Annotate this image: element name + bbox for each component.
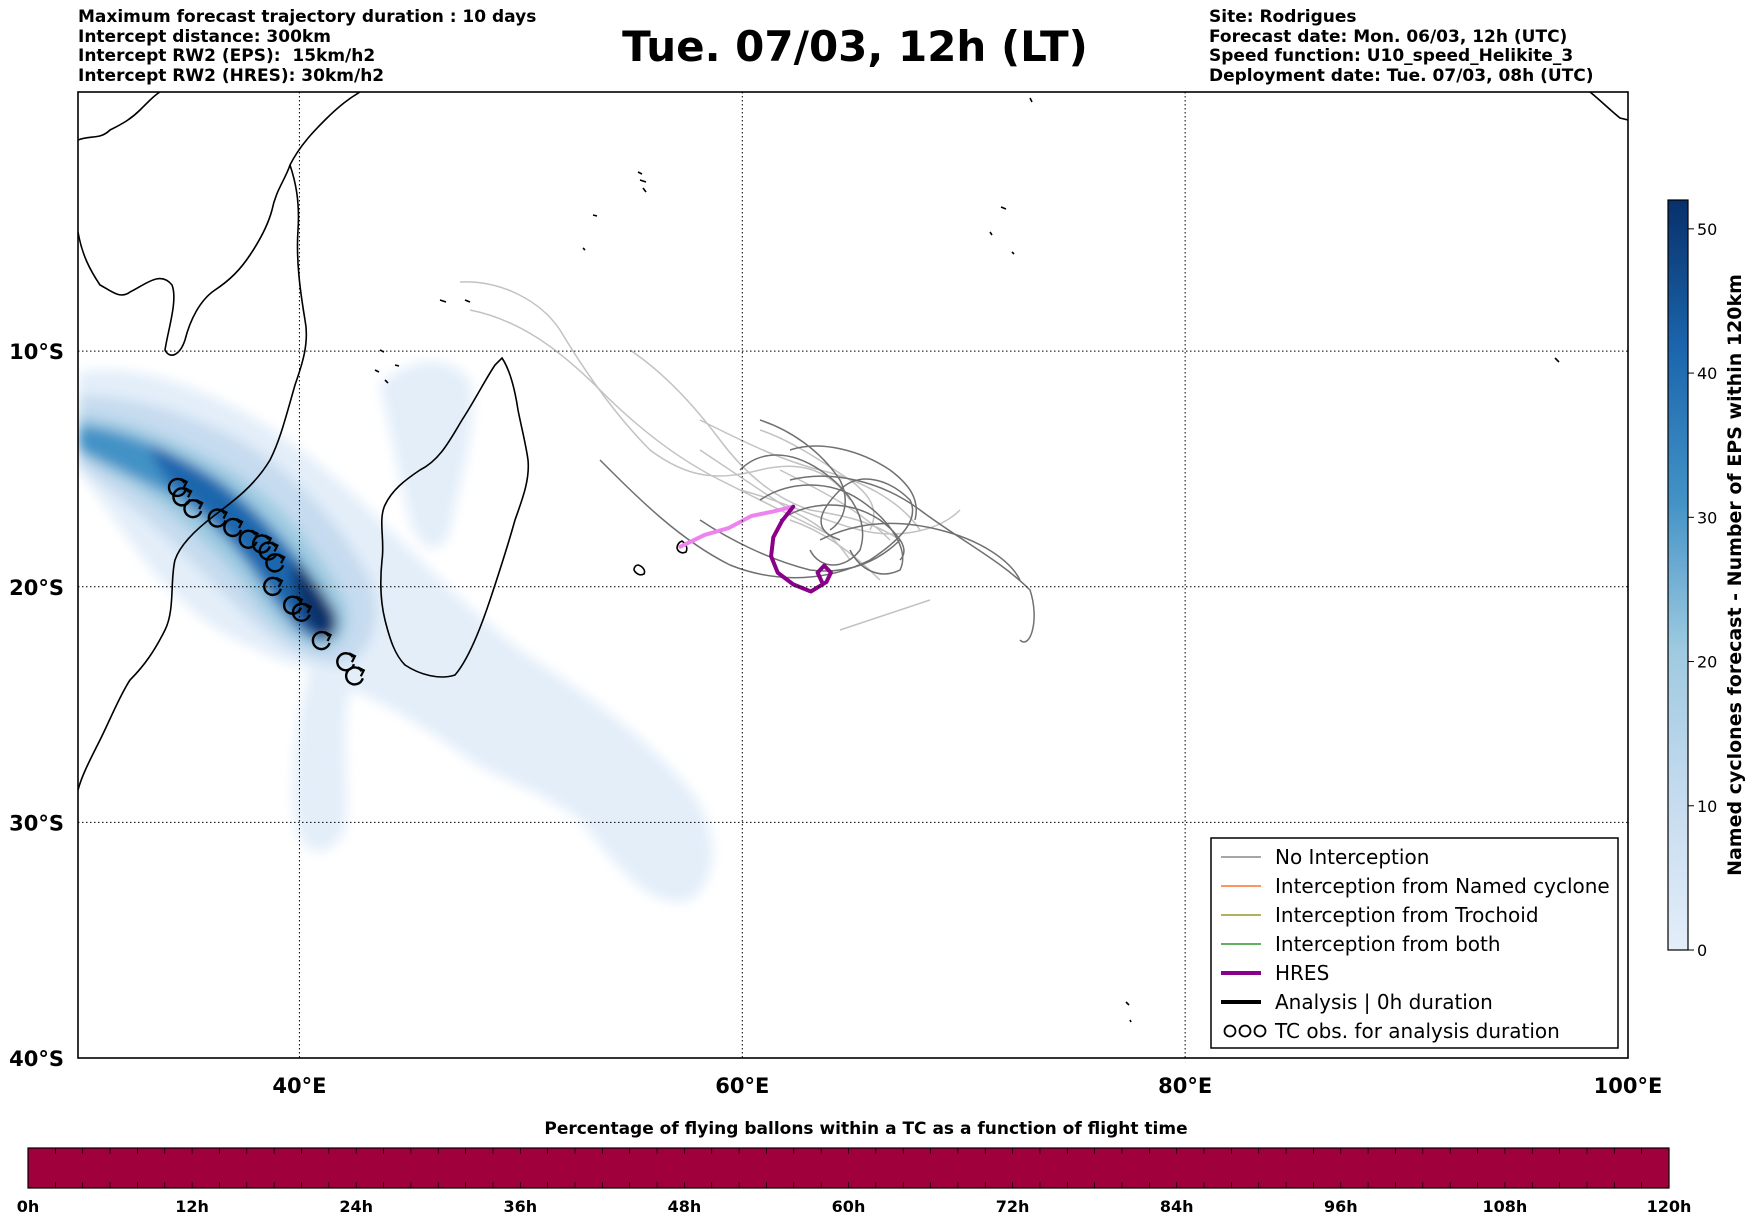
tc-obs-legend-icon	[1253, 1024, 1267, 1038]
mascarene-islands	[633, 540, 688, 576]
legend-label: Interception from Trochoid	[1275, 903, 1539, 927]
flight-bar-tick-label: 36h	[503, 1197, 537, 1216]
no-interception-tracks-light	[459, 281, 961, 631]
tc-observations	[167, 477, 366, 686]
latitude-label: 40°S	[9, 1047, 64, 1071]
arabia-coast	[78, 92, 161, 141]
colorbar-tick-label: 0	[1697, 941, 1707, 960]
tc-obs-legend-icon	[1223, 1024, 1237, 1038]
flight-bar-tick-label: 60h	[832, 1197, 866, 1216]
legend-label: TC obs. for analysis duration	[1274, 1019, 1560, 1043]
legend-item: Interception from both	[1221, 932, 1501, 956]
legend-item: HRES	[1221, 961, 1329, 985]
tc-obs-symbol	[207, 508, 228, 528]
flight-bar-tick-label: 12h	[175, 1197, 209, 1216]
latitude-label: 10°S	[9, 340, 64, 364]
map-gridlines	[78, 92, 1628, 1058]
hres-track	[678, 504, 833, 594]
colorbar: 0 10 20 30 40 50 Named cyclones forecast - Nu…	[1667, 199, 1746, 960]
longitude-label: 40°E	[272, 1074, 326, 1098]
colorbar-tick-label: 30	[1697, 508, 1717, 527]
map-frame	[77, 91, 1629, 1059]
tc-obs-symbol	[183, 499, 204, 519]
header-left: Maximum forecast trajectory duration : 1…	[78, 7, 537, 86]
legend-item: TC obs. for analysis duration	[1223, 1019, 1560, 1043]
flight-bar-tick-label: 96h	[1324, 1197, 1358, 1216]
colorbar-tick-label: 10	[1697, 797, 1717, 816]
latitude-label: 20°S	[9, 576, 64, 600]
legend-box	[1210, 837, 1619, 1049]
colorbar-tick-label: 20	[1697, 653, 1717, 672]
tc-obs-symbol	[263, 576, 284, 596]
longitude-label: 60°E	[715, 1074, 769, 1098]
flight-bar-tick-label: 24h	[339, 1197, 373, 1216]
header-right-line: Deployment date: Tue. 07/03, 08h (UTC)	[1209, 65, 1594, 86]
header-right-line: Site: Rodrigues	[1209, 7, 1357, 27]
tc-obs-symbol	[344, 666, 366, 686]
latitude-label: 30°S	[9, 811, 64, 835]
comoros-islands	[374, 364, 400, 384]
header-left-line: Intercept RW2 (HRES): 30km/h2	[78, 65, 385, 86]
legend-item: Interception from Trochoid	[1221, 903, 1539, 927]
legend-label: Interception from both	[1275, 932, 1501, 956]
header-right: Site: Rodrigues Forecast date: Mon. 06/0…	[1209, 7, 1594, 86]
header-left-line: Maximum forecast trajectory duration : 1…	[78, 7, 537, 27]
page-title: Tue. 07/03, 12h (LT)	[622, 22, 1088, 71]
tc-obs-symbol	[167, 477, 189, 498]
header-left-line: Intercept distance: 300km	[78, 26, 331, 47]
tc-obs-symbol	[265, 553, 286, 573]
flight-bar-title: Percentage of flying ballons within a TC…	[544, 1119, 1187, 1139]
flight-bar-tick-label: 48h	[668, 1197, 702, 1216]
flight-bar-tick-label: 72h	[996, 1197, 1030, 1216]
legend-item: Analysis | 0h duration	[1221, 990, 1493, 1014]
legend-item: No Interception	[1221, 845, 1429, 869]
flight-bar-tick-label: 120h	[1647, 1197, 1692, 1216]
eps-density-field	[78, 361, 713, 902]
legend-item: Interception from Named cyclone	[1221, 874, 1610, 898]
flight-time-bar: Percentage of flying ballons within a TC…	[17, 1119, 1692, 1216]
tc-obs-symbol	[258, 541, 279, 561]
colorbar-tick-label: 50	[1697, 220, 1717, 239]
legend-label: HRES	[1275, 961, 1329, 985]
longitude-labels: 40°E 60°E 80°E 100°E	[272, 1074, 1662, 1098]
legend-label: No Interception	[1275, 845, 1429, 869]
seychelles-islands	[379, 97, 1560, 1023]
madagascar-coastline	[379, 356, 530, 678]
tc-obs-symbol	[311, 630, 333, 651]
legend-label: Interception from Named cyclone	[1275, 874, 1610, 898]
longitude-label: 100°E	[1594, 1074, 1663, 1098]
india-coast	[1589, 92, 1628, 121]
legend: No Interception Interception from Named c…	[1210, 837, 1619, 1049]
flight-bar-tick-label: 0h	[17, 1197, 40, 1216]
legend-label: Analysis | 0h duration	[1275, 990, 1493, 1014]
tc-obs-symbol	[291, 602, 313, 622]
latitude-labels: 10°S 20°S 30°S 40°S	[9, 340, 64, 1071]
tc-obs-legend-icon	[1238, 1024, 1252, 1038]
flight-bar-tick-label: 84h	[1160, 1197, 1194, 1216]
colorbar-title: Named cyclones forecast - Number of EPS …	[1724, 274, 1746, 876]
colorbar-gradient	[1667, 199, 1689, 951]
header-left-line: Intercept RW2 (EPS): 15km/h2	[78, 46, 376, 66]
colorbar-tick-label: 40	[1697, 364, 1717, 383]
tc-obs-symbol	[223, 517, 244, 538]
header-right-line: Forecast date: Mon. 06/03, 12h (UTC)	[1209, 26, 1568, 47]
longitude-label: 80°E	[1158, 1074, 1212, 1098]
flight-bar-tick-label: 108h	[1483, 1197, 1528, 1216]
header-right-line: Speed function: U10_speed_Helikite_3	[1209, 46, 1574, 66]
